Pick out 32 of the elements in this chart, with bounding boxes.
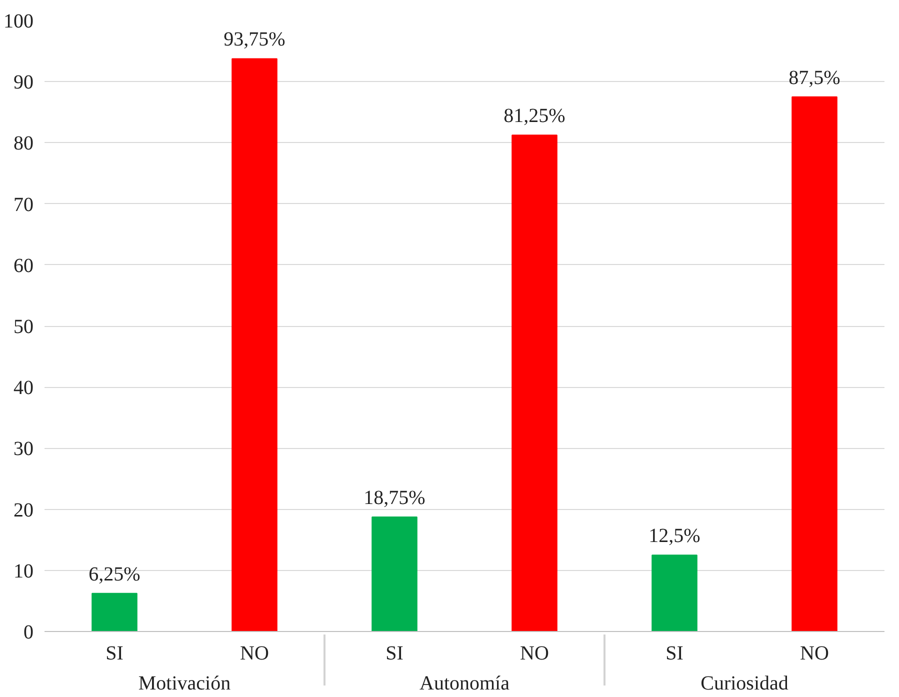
x-tick-label: Motivación — [138, 672, 231, 694]
y-tick-label: 70 — [14, 194, 34, 216]
data-label: 81,25% — [504, 105, 566, 128]
y-tick-label: 30 — [14, 438, 34, 460]
text: NO — [520, 642, 549, 664]
x-tick-label: Curiosidad — [700, 672, 788, 694]
x-tick-label: Autonomía — [420, 672, 510, 694]
y-tick-label: 90 — [14, 72, 34, 94]
data-label: 18,75% — [364, 486, 426, 509]
data-label: 87,5% — [788, 66, 840, 89]
data-label: 93,75% — [224, 28, 286, 51]
y-tick-label: 10 — [14, 560, 34, 582]
y-tick-label: 20 — [14, 499, 34, 522]
y-tick-label: 40 — [14, 377, 34, 400]
y-tick-label: 80 — [14, 132, 34, 155]
text: SI — [666, 642, 684, 664]
text: NO — [800, 642, 829, 664]
bar — [652, 554, 698, 632]
y-tick-label: 60 — [14, 254, 34, 277]
series-label: SI — [106, 642, 124, 664]
bar — [512, 134, 558, 632]
y-tick-label: 50 — [14, 316, 34, 338]
bar — [372, 516, 418, 632]
y-tick-label: 0 — [24, 622, 34, 644]
data-label: 12,5% — [648, 525, 700, 548]
y-tick-label: 100 — [4, 10, 34, 32]
bar — [92, 592, 138, 632]
data-label: 6,25% — [88, 563, 140, 586]
bar — [792, 96, 838, 632]
bar — [232, 58, 278, 632]
text: SI — [386, 642, 404, 664]
series-label: NO — [240, 642, 269, 664]
